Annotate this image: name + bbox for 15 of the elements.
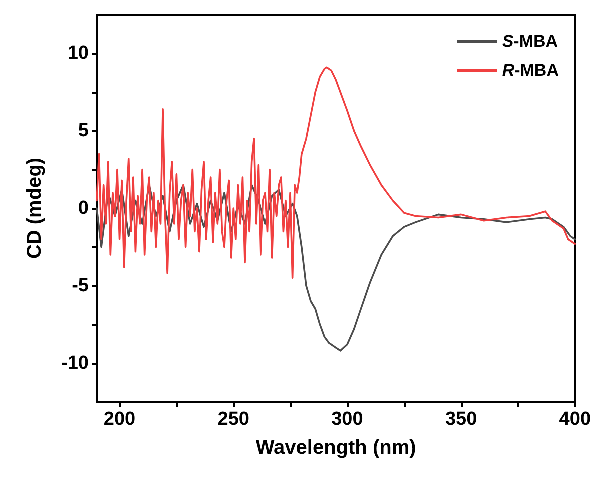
x-tick-label: 400 (559, 409, 591, 430)
x-axis-title: Wavelength (nm) (256, 437, 416, 459)
y-tick-label: 0 (78, 198, 89, 219)
y-tick-label: -10 (62, 352, 89, 374)
y-axis-title: CD (mdeg) (24, 158, 46, 260)
x-tick-label: 200 (104, 409, 136, 430)
legend-label: S-MBA (502, 32, 558, 51)
x-tick-label: 350 (445, 409, 478, 430)
x-tick-label: 300 (332, 409, 364, 430)
y-tick-label: 10 (68, 43, 89, 64)
y-tick-label: -5 (72, 275, 90, 296)
line-series (96, 184, 576, 352)
x-tick-label: 250 (218, 409, 250, 430)
y-tick-label: 5 (78, 120, 90, 142)
legend-label: R-MBA (502, 61, 560, 80)
